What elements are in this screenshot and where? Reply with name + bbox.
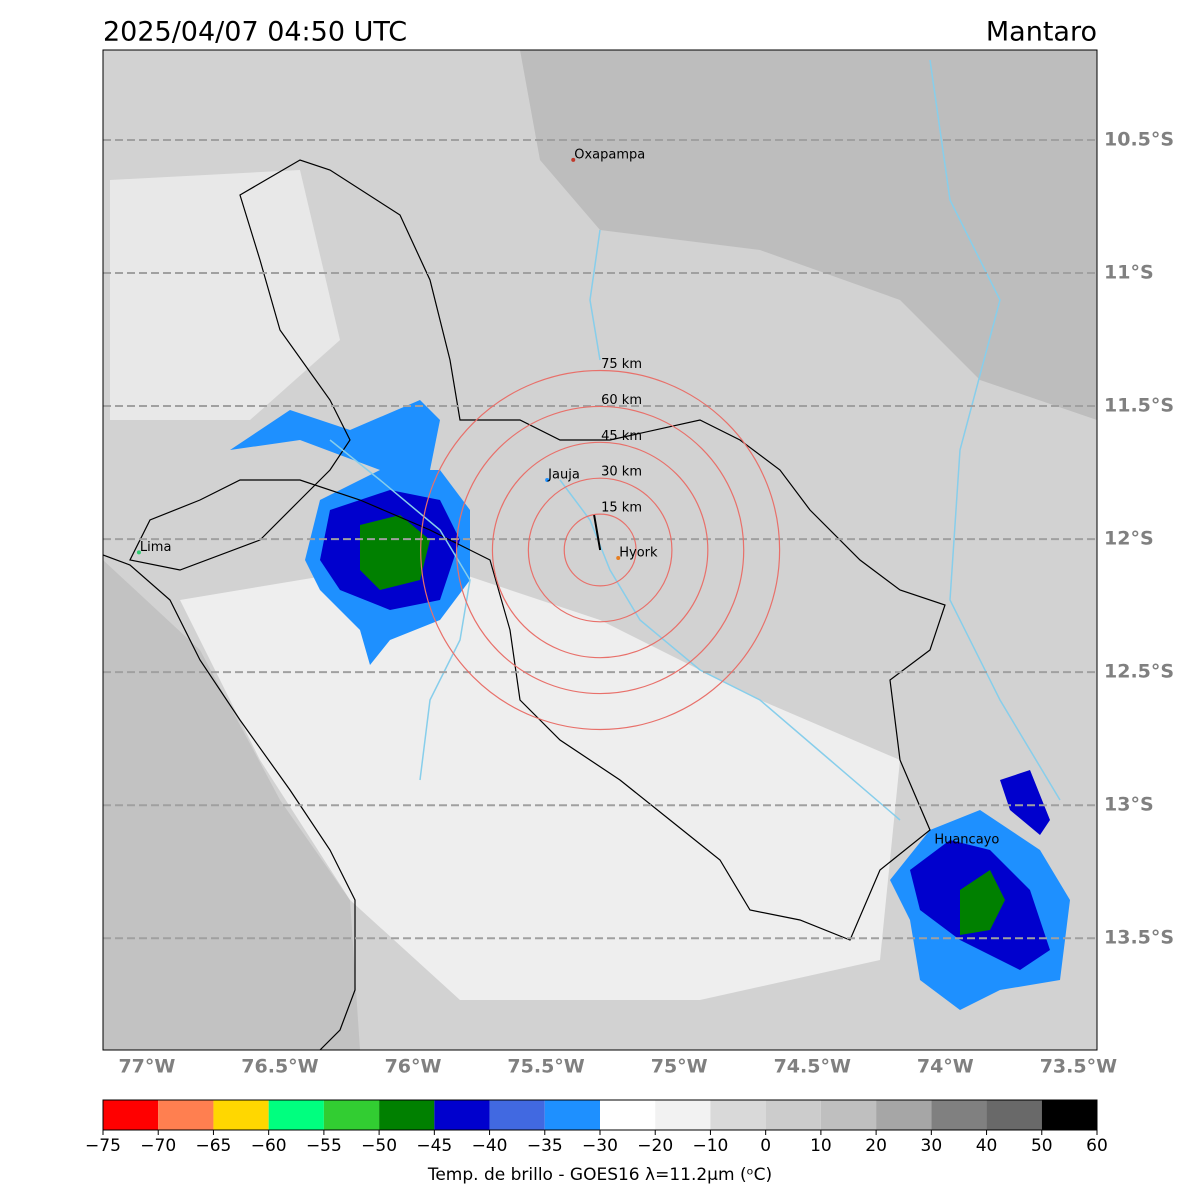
colorbar-tick-label: −30 [582, 1136, 618, 1156]
range-ring-label: 30 km [601, 465, 642, 480]
lon-label: 75°W [651, 1056, 708, 1078]
range-ring [563, 513, 637, 587]
radar-beam [593, 514, 602, 551]
city-marker [571, 157, 576, 162]
lat-label: 13.5°S [1104, 927, 1174, 949]
city-label: Hyork [619, 545, 658, 560]
colorbar-segment [655, 1100, 711, 1130]
city-marker [545, 478, 550, 483]
colorbar-segment [876, 1100, 932, 1130]
region-name: Mantaro [986, 17, 1097, 48]
colorbar-tick-label: 60 [1086, 1136, 1108, 1156]
colorbar-tick-label: −10 [692, 1136, 728, 1156]
title: 2025/04/07 04:50 UTC [103, 17, 407, 48]
lat-label: 12°S [1104, 528, 1154, 550]
colorbar-segment [544, 1100, 600, 1130]
map-frame [102, 49, 1098, 1051]
city-label: Jauja [547, 468, 580, 483]
clear-area [180, 560, 900, 1000]
colorbar-segment [434, 1100, 490, 1130]
colorbar-tick-label: −75 [85, 1136, 121, 1156]
lat-label: 12.5°S [1104, 661, 1174, 683]
colorbar-tick-label: 40 [976, 1136, 998, 1156]
lat-label: 10.5°S [1104, 128, 1174, 150]
colorbar-segment [213, 1100, 269, 1130]
lat-label: 13°S [1104, 794, 1154, 816]
colorbar-segment [765, 1100, 821, 1130]
range-ring-label: 15 km [601, 501, 642, 516]
city-label: Huancayo [934, 833, 999, 848]
colorbar-segment [820, 1100, 877, 1130]
colorbar-segment [1041, 1100, 1097, 1130]
colorbar-tick-label: −40 [472, 1136, 508, 1156]
colorbar-segment [489, 1100, 545, 1130]
range-ring [491, 441, 709, 659]
basin-outline [129, 159, 946, 941]
storm-core [960, 870, 1005, 935]
lat-label: 11.5°S [1104, 395, 1174, 417]
lon-label: 75.5°W [507, 1056, 584, 1078]
colorbar-segment [600, 1100, 656, 1130]
lon-label: 76.5°W [241, 1056, 318, 1078]
storm-core [360, 515, 430, 590]
coastline [103, 554, 356, 1050]
colorbar-tick-label: −50 [361, 1136, 397, 1156]
colorbar-segment [986, 1100, 1042, 1130]
city-label: Oxapampa [574, 147, 645, 162]
colorbar-tick-label: 10 [810, 1136, 832, 1156]
lon-label: 77°W [118, 1056, 175, 1078]
city-marker [931, 843, 936, 848]
colorbar-segment [158, 1100, 214, 1130]
range-ring [455, 405, 745, 695]
colorbar-tick-label: −35 [527, 1136, 563, 1156]
lat-label: 11°S [1104, 261, 1154, 283]
storm-core [1000, 770, 1050, 835]
range-ring-label: 75 km [601, 357, 642, 372]
city-marker [136, 550, 141, 555]
lon-label: 73.5°W [1040, 1056, 1117, 1078]
colorbar-tick-label: −65 [195, 1136, 231, 1156]
colorbar-tick-label: −60 [251, 1136, 287, 1156]
city-marker [616, 555, 621, 560]
storm-cell [230, 400, 440, 470]
lon-label: 76°W [385, 1056, 442, 1078]
river [329, 59, 1061, 821]
lon-label: 74°W [917, 1056, 974, 1078]
colorbar-segment [931, 1100, 987, 1130]
colorbar-tick-label: −45 [416, 1136, 452, 1156]
colorbar-segment [268, 1100, 324, 1130]
colorbar-segment [103, 1100, 159, 1130]
range-ring [527, 477, 673, 623]
colorbar-tick-label: −70 [140, 1136, 176, 1156]
colorbar-label: Temp. de brillo - GOES16 λ=11.2μm (ᵒC) [427, 1165, 772, 1185]
ocean-area [103, 560, 360, 1050]
lon-label: 74.5°W [774, 1056, 851, 1078]
range-ring [420, 369, 781, 731]
colorbar-tick-label: 0 [760, 1136, 771, 1156]
colorbar-segment [323, 1100, 380, 1130]
colorbar-tick-label: 20 [865, 1136, 887, 1156]
city-label: Lima [140, 540, 171, 555]
cloud-field [520, 50, 1097, 420]
range-ring-label: 45 km [601, 429, 642, 444]
colorbar-segment [710, 1100, 766, 1130]
colorbar-segment [379, 1100, 435, 1130]
colorbar-tick-label: 30 [921, 1136, 943, 1156]
range-ring-label: 60 km [601, 393, 642, 408]
clear-area [110, 170, 340, 420]
map [103, 50, 1097, 1050]
colorbar-tick-label: 50 [1031, 1136, 1053, 1156]
colorbar-tick-label: −20 [637, 1136, 673, 1156]
colorbar-tick-label: −55 [306, 1136, 342, 1156]
